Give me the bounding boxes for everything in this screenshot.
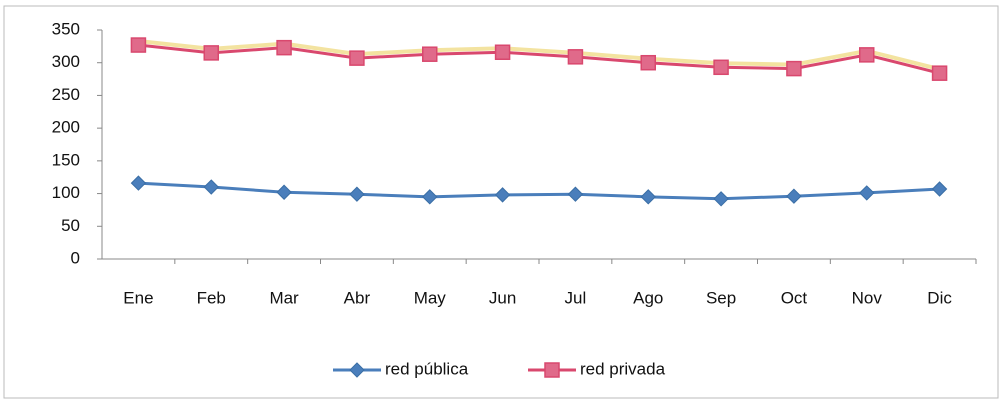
x-tick-label: Ago bbox=[633, 288, 663, 307]
point bbox=[713, 191, 729, 207]
x-tick-label: May bbox=[414, 288, 447, 307]
point bbox=[786, 60, 802, 77]
point bbox=[130, 175, 147, 191]
x-tick-label: Nov bbox=[852, 288, 883, 307]
point bbox=[494, 187, 511, 203]
y-tick-label: 350 bbox=[52, 19, 80, 38]
series-line bbox=[138, 181, 940, 201]
y-tick-label: 300 bbox=[52, 52, 80, 71]
point bbox=[349, 50, 365, 66]
point bbox=[640, 189, 656, 205]
y-tick-label: 150 bbox=[52, 150, 80, 169]
x-tick-label: Jun bbox=[489, 288, 516, 307]
point bbox=[276, 184, 292, 200]
point bbox=[859, 47, 875, 63]
point bbox=[422, 46, 438, 62]
y-tick-label: 200 bbox=[52, 118, 80, 137]
legend-marker bbox=[349, 362, 365, 378]
point bbox=[859, 185, 875, 201]
point bbox=[786, 188, 802, 204]
x-tick-label: Feb bbox=[197, 288, 226, 307]
point bbox=[422, 189, 438, 205]
y-tick-label: 0 bbox=[71, 248, 80, 267]
y-tick-label: 50 bbox=[61, 216, 80, 235]
legend-marker bbox=[544, 362, 560, 378]
point bbox=[931, 65, 948, 81]
x-tick-label: Sep bbox=[706, 288, 736, 307]
legend-label: red privada bbox=[580, 359, 666, 378]
x-tick-label: Ene bbox=[123, 288, 153, 307]
legend-label: red pública bbox=[385, 359, 469, 378]
x-tick-label: Jul bbox=[565, 288, 587, 307]
point bbox=[494, 44, 511, 60]
x-tick-label: Oct bbox=[781, 288, 808, 307]
y-tick-label: 250 bbox=[52, 85, 80, 104]
point bbox=[567, 49, 584, 65]
point bbox=[130, 37, 147, 53]
y-tick-label: 100 bbox=[52, 183, 80, 202]
x-tick-label: Abr bbox=[344, 288, 371, 307]
series-line bbox=[138, 43, 940, 75]
point bbox=[640, 54, 656, 71]
x-tick-label: Mar bbox=[269, 288, 299, 307]
point bbox=[203, 179, 219, 195]
x-tick-label: Dic bbox=[927, 288, 952, 307]
point bbox=[567, 186, 584, 202]
point bbox=[203, 45, 219, 61]
line-shadow bbox=[138, 39, 941, 72]
chart-frame bbox=[3, 5, 999, 399]
point bbox=[931, 181, 948, 197]
point bbox=[349, 186, 365, 202]
point bbox=[276, 39, 292, 56]
point bbox=[713, 59, 729, 76]
